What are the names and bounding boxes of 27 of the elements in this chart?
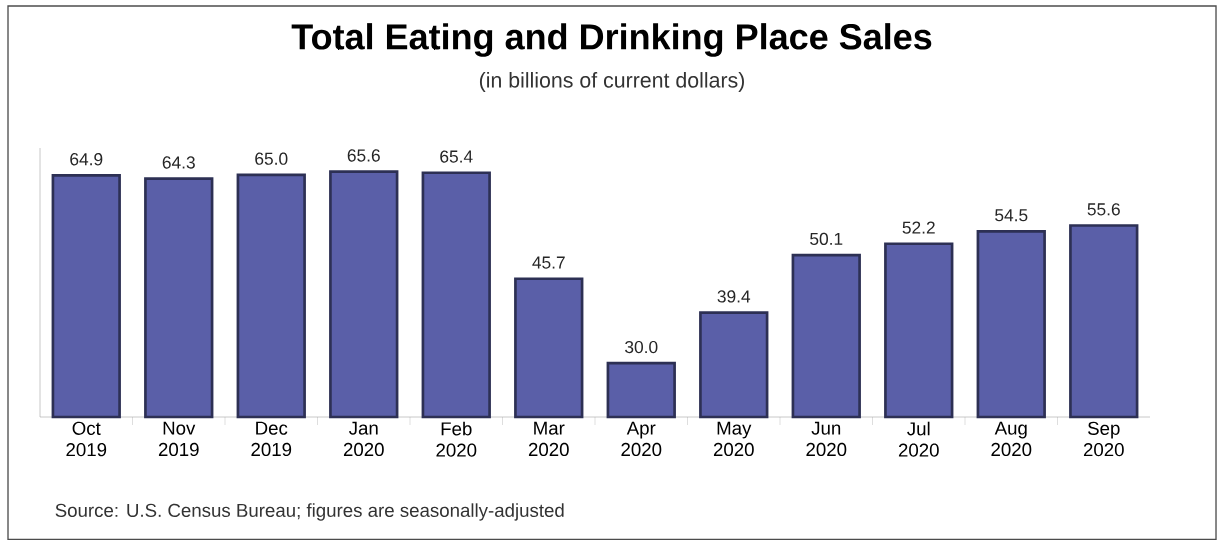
source-note: Source: U.S. Census Bureau; figures are seasonally-adjusted [55,503,564,521]
x-tick-label: Dec 2019 [251,421,292,457]
x-tick-label: Nov 2019 [158,421,199,457]
chart-title: Total Eating and Drinking Place Sales [291,23,932,57]
x-tick-label: Jul 2020 [898,421,939,457]
chart-subtitle: (in billions of current dollars) [479,72,744,92]
x-tick-label: Feb 2020 [436,421,477,457]
data-label: 54.5 [995,209,1028,222]
x-tick-label: Sep 2020 [1083,421,1124,457]
data-label: 65.6 [347,149,380,162]
data-label: 45.7 [532,256,565,269]
x-tick-label: Aug 2020 [991,421,1032,457]
x-tick-label: Jun 2020 [806,421,847,457]
x-tick-label: Mar 2020 [528,421,569,457]
x-tick-label: May 2020 [713,421,754,457]
x-tick-label: Oct 2019 [66,421,107,457]
data-label: 39.4 [717,290,751,303]
data-label: 65.0 [255,152,288,165]
x-tick-label: Jan 2020 [343,421,384,457]
data-label: 64.9 [70,153,103,166]
data-label: 30.0 [625,340,658,354]
data-label: 50.1 [810,232,843,246]
data-label: 65.4 [440,150,473,163]
data-label: 55.6 [1087,203,1120,216]
x-tick-label: Apr 2020 [621,421,662,457]
data-label: 52.2 [902,221,935,234]
data-label: 64.3 [162,156,195,169]
